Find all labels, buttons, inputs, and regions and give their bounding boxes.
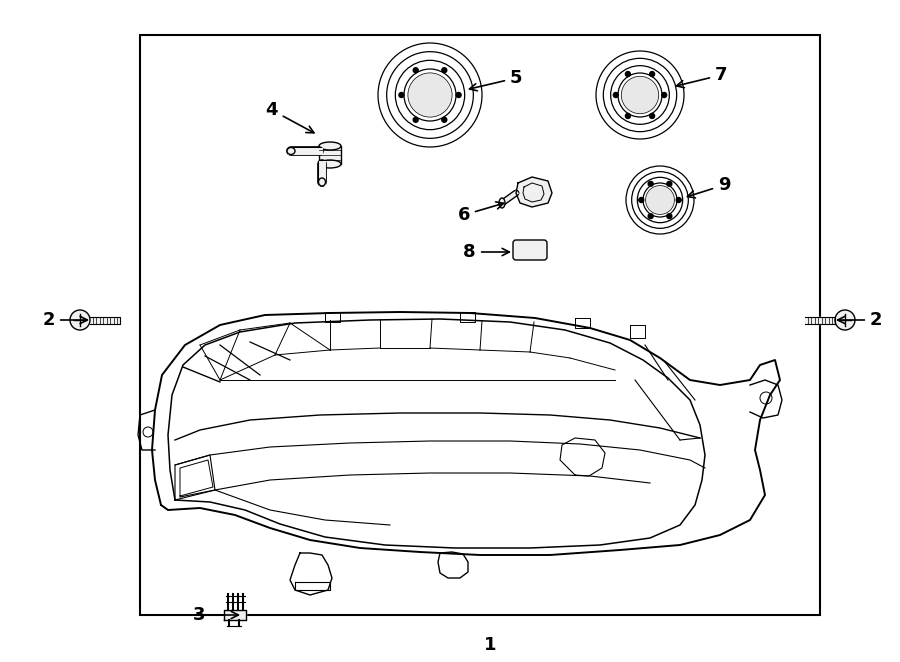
Ellipse shape bbox=[319, 142, 341, 150]
Circle shape bbox=[70, 310, 90, 330]
Circle shape bbox=[456, 93, 461, 97]
Ellipse shape bbox=[499, 198, 505, 208]
Polygon shape bbox=[516, 177, 552, 207]
Circle shape bbox=[442, 117, 446, 122]
Circle shape bbox=[667, 214, 671, 218]
Circle shape bbox=[639, 197, 644, 203]
Circle shape bbox=[442, 68, 446, 73]
Text: 1: 1 bbox=[484, 636, 496, 654]
FancyBboxPatch shape bbox=[513, 240, 547, 260]
Text: 8: 8 bbox=[464, 243, 509, 261]
Circle shape bbox=[645, 185, 674, 214]
Polygon shape bbox=[805, 316, 835, 324]
Ellipse shape bbox=[319, 178, 326, 186]
Text: 2: 2 bbox=[838, 311, 883, 329]
Text: 7: 7 bbox=[677, 66, 727, 87]
Polygon shape bbox=[90, 316, 120, 324]
Polygon shape bbox=[224, 610, 246, 620]
Bar bbox=[319, 146, 341, 164]
Circle shape bbox=[648, 181, 653, 186]
Circle shape bbox=[650, 71, 654, 77]
Text: 5: 5 bbox=[470, 69, 523, 91]
Circle shape bbox=[650, 113, 654, 118]
Circle shape bbox=[662, 93, 667, 97]
Text: 4: 4 bbox=[266, 101, 314, 133]
Text: 6: 6 bbox=[457, 202, 503, 224]
Circle shape bbox=[621, 76, 659, 114]
Circle shape bbox=[667, 181, 671, 186]
Circle shape bbox=[648, 214, 653, 218]
Bar bbox=[140, 35, 820, 615]
Text: 3: 3 bbox=[193, 606, 238, 624]
Circle shape bbox=[835, 310, 855, 330]
Circle shape bbox=[413, 68, 418, 73]
Circle shape bbox=[399, 93, 404, 97]
Text: 2: 2 bbox=[42, 311, 87, 329]
Circle shape bbox=[626, 71, 630, 77]
Ellipse shape bbox=[319, 160, 341, 168]
Ellipse shape bbox=[287, 148, 295, 154]
Circle shape bbox=[413, 117, 418, 122]
Circle shape bbox=[626, 113, 630, 118]
Circle shape bbox=[613, 93, 618, 97]
Text: 9: 9 bbox=[688, 176, 731, 198]
Circle shape bbox=[676, 197, 681, 203]
Circle shape bbox=[408, 73, 452, 117]
